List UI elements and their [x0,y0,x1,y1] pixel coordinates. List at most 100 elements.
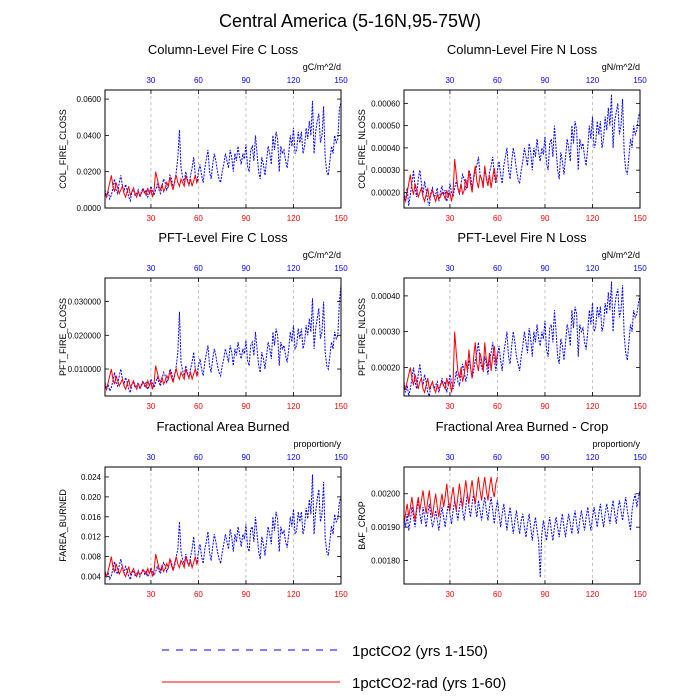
x-tick-label-top: 90 [242,76,251,85]
x-tick-label-top: 120 [586,76,600,85]
x-tick-label-top: 90 [541,76,550,85]
panel-title: Fractional Area Burned [157,419,290,434]
panel-title: PFT-Level Fire C Loss [158,230,288,245]
y-tick-label: 0.00200 [371,490,400,499]
x-tick-label-top: 60 [194,264,203,273]
y-tick-label: 0.00020 [371,188,400,197]
x-tick-label: 90 [242,402,251,411]
plot-frame [403,277,641,397]
legend: 1pctCO2 (yrs 1-150) 1pctCO2-rad (yrs 1-6… [162,643,506,692]
x-tick-label: 30 [146,214,155,223]
x-tick-label-top: 150 [334,76,348,85]
x-tick-label: 60 [493,590,502,599]
panel-fractional-area-burned-crop: Fractional Area Burned - Crop proportion/… [357,419,647,599]
x-tick-label-top: 150 [633,76,647,85]
x-tick-label: 60 [194,590,203,599]
panel-title: Column-Level Fire C Loss [148,42,299,57]
y-tick-label: 0.0400 [77,131,102,140]
x-tick-label-top: 30 [146,264,155,273]
panel-pft-level-fire-n-loss: PFT-Level Fire N Loss gN/m^2/d PFT_FIRE_NL… [357,230,647,411]
x-tick-label: 150 [334,590,348,599]
panel-column-level-fire-c-loss: Column-Level Fire C Loss gC/m^2/d COL_FIRE… [58,42,348,223]
x-tick-label-top: 150 [633,264,647,273]
x-tick-label-top: 90 [242,453,251,462]
legend-label-1pctco2: 1pctCO2 (yrs 1-150) [352,643,488,660]
y-tick-label: 0.00030 [371,166,400,175]
plot-frame [104,277,342,397]
x-tick-label: 90 [541,214,550,223]
x-tick-label: 60 [493,402,502,411]
y-tick-label: 0.020000 [68,331,102,340]
series-line-1pctco2-yrs-1-150 [404,281,640,396]
y-axis-label: PFT_FIRE_CLOSS [58,298,68,376]
y-tick-label: 0.020 [81,493,102,502]
x-tick-label: 90 [541,590,550,599]
x-tick-label-top: 30 [445,76,454,85]
panels: Column-Level Fire C Loss gC/m^2/d COL_FIRE… [58,42,647,599]
y-axis-label: COL_FIRE_NLOSS [357,109,367,189]
y-axis-label: COL_FIRE_CLOSS [58,109,68,189]
x-tick-label: 120 [586,590,600,599]
series-line-1pctco2-rad-yrs-1-60 [404,331,498,395]
y-tick-label: 0.012 [81,533,102,542]
panel-title: Column-Level Fire N Loss [447,42,598,57]
plot-frame [104,466,342,585]
x-tick-label: 150 [633,214,647,223]
y-tick-label: 0.00190 [371,523,400,532]
y-tick-label: 0.030000 [68,298,102,307]
x-tick-label: 120 [586,402,600,411]
x-tick-label: 60 [194,402,203,411]
x-tick-label-top: 120 [586,264,600,273]
y-axis-label: PFT_FIRE_NLOSS [357,298,367,376]
x-tick-label-top: 150 [334,453,348,462]
x-tick-label: 150 [633,590,647,599]
x-tick-label: 30 [146,590,155,599]
figure-title: Central America (5-16N,95-75W) [219,11,481,31]
series-line-1pctco2-yrs-1-150 [105,100,341,203]
units-label: gN/m^2/d [602,62,640,72]
y-tick-label: 0.016 [81,513,102,522]
y-tick-label: 0.00020 [371,363,400,372]
series-line-1pctco2-yrs-1-150 [404,490,640,578]
units-label: gN/m^2/d [602,250,640,260]
x-tick-label-top: 60 [493,453,502,462]
x-tick-label-top: 60 [194,76,203,85]
x-tick-label-top: 120 [287,76,301,85]
x-tick-label-top: 120 [586,453,600,462]
units-label: gC/m^2/d [303,62,341,72]
x-tick-label-top: 150 [633,453,647,462]
x-tick-label-top: 90 [242,264,251,273]
x-tick-label: 30 [445,214,454,223]
x-tick-label-top: 90 [541,264,550,273]
y-tick-label: 0.00040 [371,292,400,301]
series-line-1pctco2-yrs-1-150 [105,474,341,581]
x-tick-label-top: 30 [445,264,454,273]
series-line-1pctco2-rad-yrs-1-60 [105,554,199,579]
x-tick-label: 150 [334,214,348,223]
x-tick-label-top: 30 [146,76,155,85]
series-line-1pctco2-rad-yrs-1-60 [404,476,498,524]
panel-title: Fractional Area Burned - Crop [436,419,609,434]
y-tick-label: 0.00060 [371,99,400,108]
plot-frame [403,466,641,585]
y-tick-label: 0.004 [81,573,102,582]
series-line-1pctco2-rad-yrs-1-60 [105,171,199,199]
x-tick-label-top: 30 [146,453,155,462]
x-tick-label: 90 [242,590,251,599]
x-tick-label: 90 [541,402,550,411]
x-tick-label: 30 [445,590,454,599]
y-tick-label: 0.00040 [371,144,400,153]
y-axis-label: FAREA_BURNED [58,489,68,562]
x-tick-label: 90 [242,214,251,223]
x-tick-label-top: 120 [287,264,301,273]
x-tick-label: 30 [146,402,155,411]
x-tick-label: 30 [445,402,454,411]
series-line-1pctco2-yrs-1-150 [105,284,341,395]
y-tick-label: 0.0000 [77,204,102,213]
x-tick-label: 120 [287,590,301,599]
y-tick-label: 0.00030 [371,328,400,337]
plot-frame [403,89,641,209]
